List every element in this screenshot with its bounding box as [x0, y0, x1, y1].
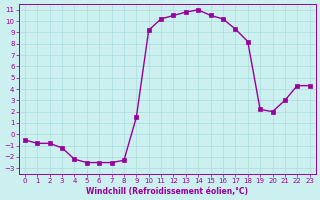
X-axis label: Windchill (Refroidissement éolien,°C): Windchill (Refroidissement éolien,°C) [86, 187, 248, 196]
